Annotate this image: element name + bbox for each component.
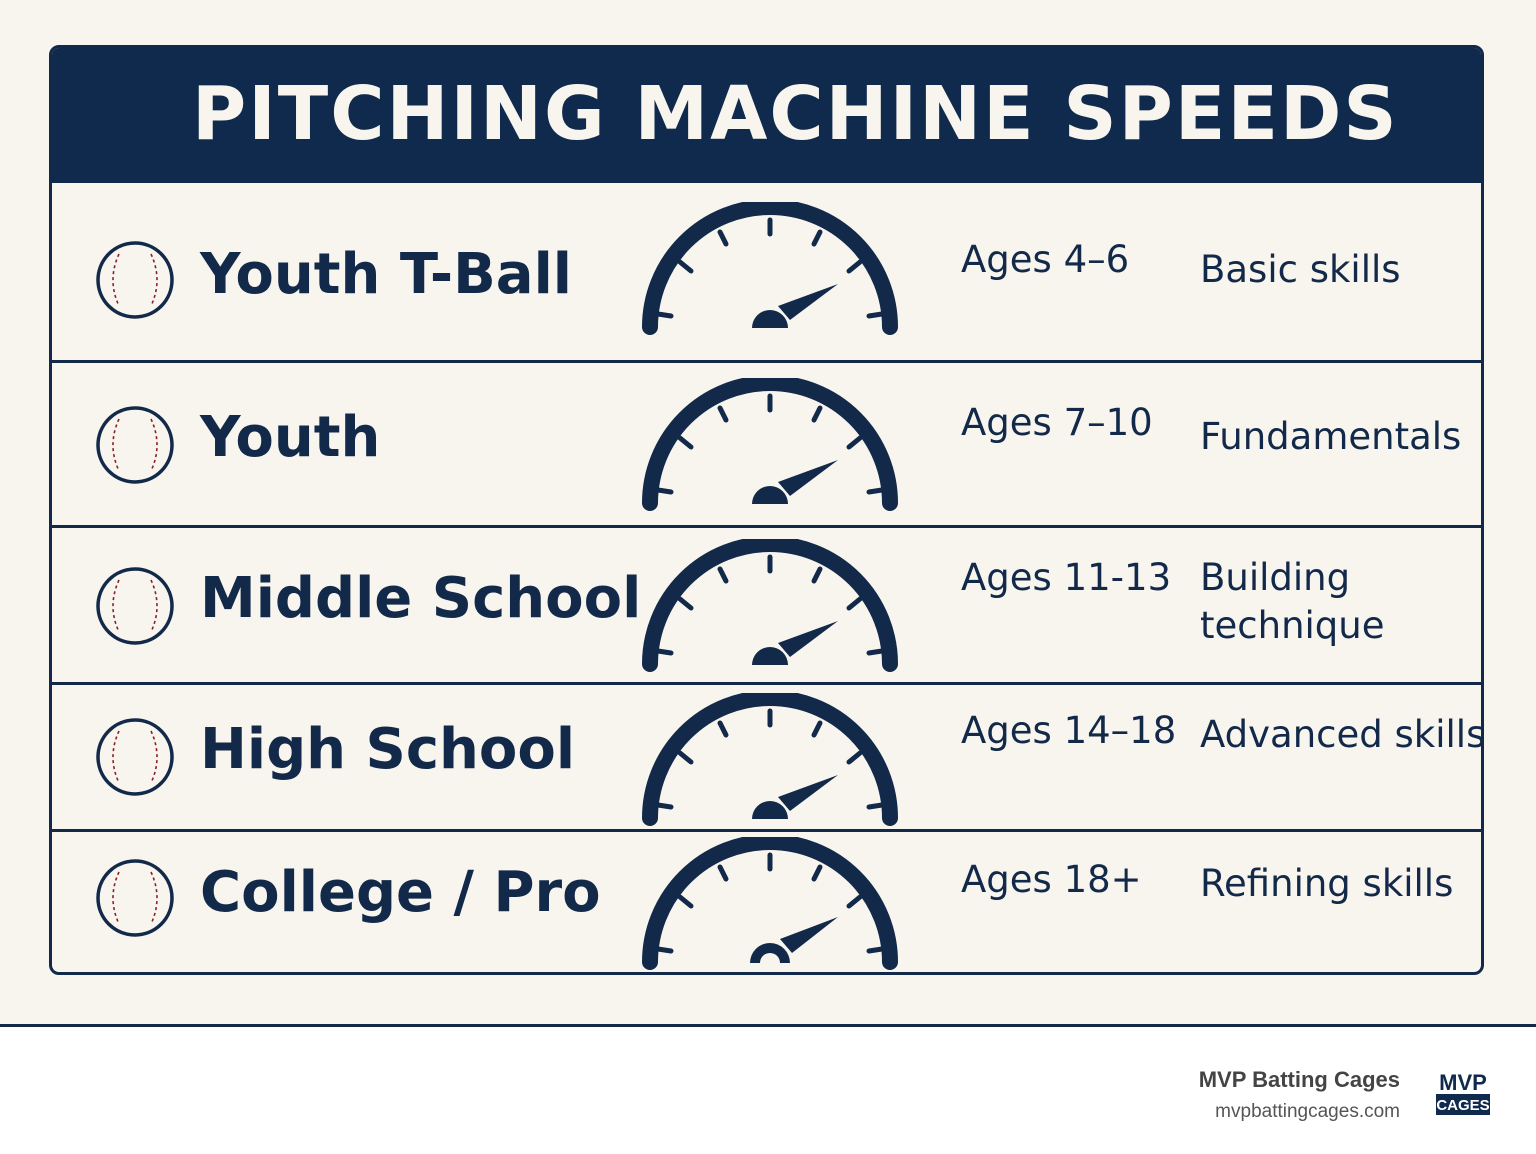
brand-logo: MVP CAGES	[1436, 1070, 1490, 1115]
page-title: PITCHING MACHINE SPEEDS	[192, 71, 1399, 157]
title-banner: PITCHING MACHINE SPEEDS	[52, 48, 1481, 183]
brand-name: MVP Batting Cages	[1198, 1067, 1400, 1092]
age-range: Ages 4–6	[961, 238, 1130, 281]
baseball-icon	[96, 859, 174, 937]
level-name: College / Pro	[200, 860, 601, 925]
age-range: Ages 11-13	[961, 556, 1172, 599]
logo-text-bottom: CAGES	[1436, 1097, 1489, 1114]
age-range: Ages 14–18	[961, 709, 1177, 752]
baseball-icon	[96, 718, 174, 796]
level-row: Youth T-Ball Ages 4–6 Basic skills	[52, 180, 1481, 363]
level-row: Youth Ages 7–10 Fundamentals	[52, 363, 1481, 528]
speedometer-icon	[640, 202, 900, 342]
skill-description: Refining skills	[1200, 862, 1454, 905]
footer: MVP Batting Cages mvpbattingcages.com MV…	[0, 1027, 1536, 1154]
level-name: Middle School	[200, 566, 642, 631]
level-name: High School	[200, 717, 576, 782]
speedometer-icon	[640, 837, 900, 975]
baseball-icon	[96, 406, 174, 484]
level-row: College / Pro Ages 18+ Refining skills	[52, 832, 1481, 975]
speedometer-icon	[640, 693, 900, 833]
speedometer-icon	[640, 378, 900, 518]
level-name: Youth T-Ball	[200, 242, 572, 307]
baseball-icon	[96, 567, 174, 645]
skill-description: Basic skills	[1200, 248, 1401, 291]
level-row: High School Ages 14–18 Advanced skills	[52, 685, 1481, 832]
skill-description: Advanced skills	[1200, 713, 1484, 756]
brand-url[interactable]: mvpbattingcages.com	[1215, 1101, 1400, 1122]
baseball-icon	[96, 241, 174, 319]
footer-divider	[0, 1024, 1536, 1027]
speedometer-icon	[640, 539, 900, 679]
age-range: Ages 7–10	[961, 401, 1153, 444]
level-row: Middle School Ages 11-13 Building techni…	[52, 528, 1481, 685]
age-range: Ages 18+	[961, 858, 1142, 901]
skill-description: Building technique	[1200, 556, 1385, 647]
level-name: Youth	[200, 405, 381, 470]
logo-text-top: MVP	[1439, 1070, 1487, 1095]
skill-description: Fundamentals	[1200, 415, 1462, 458]
speeds-card: PITCHING MACHINE SPEEDS Youth T-Ball Age…	[49, 45, 1484, 975]
